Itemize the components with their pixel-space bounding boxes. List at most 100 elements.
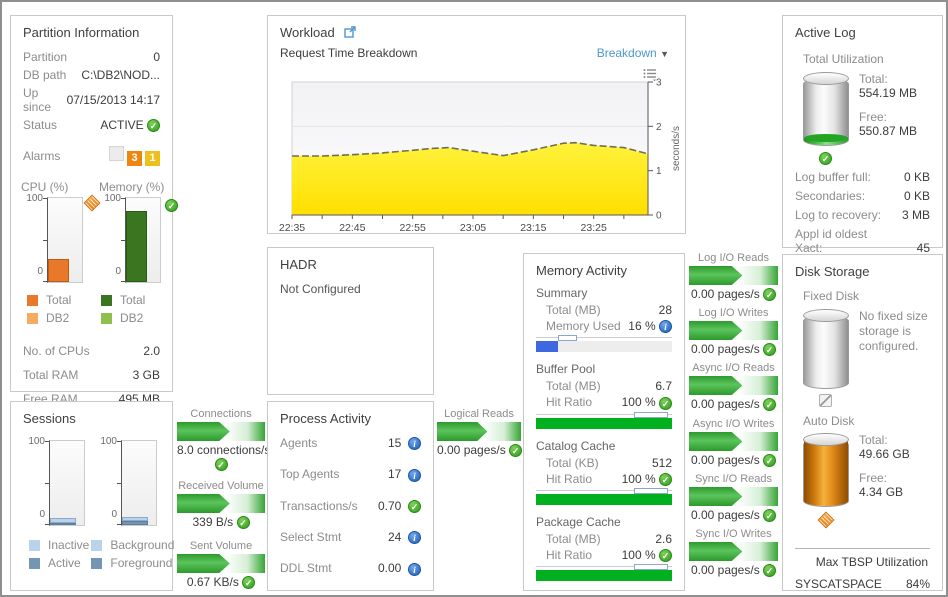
status-value: ACTIVE xyxy=(100,118,144,132)
process-activity-panel: Process Activity Agents 15 Top Agents 17 T… xyxy=(267,401,434,591)
ok-icon xyxy=(659,549,672,563)
alarm-warning-badge[interactable]: 3 xyxy=(127,151,142,167)
flow-logical-reads: Logical Reads 0.00 pages/s xyxy=(437,408,523,458)
svg-text:22:45: 22:45 xyxy=(339,222,365,234)
field-label: Partition xyxy=(23,50,68,64)
status-ok-icon xyxy=(147,119,160,133)
panel-title: Partition Information xyxy=(23,25,140,40)
flow-received-volume: Received Volume 339 B/s xyxy=(177,480,265,530)
flow-label: Log I/O Reads xyxy=(698,252,769,264)
flow-sync-io-writes: Sync I/O Writes 0.00 pages/s xyxy=(689,528,778,578)
flow-arrow-icon[interactable] xyxy=(177,494,265,513)
legend-swatch xyxy=(101,294,112,306)
ok-icon xyxy=(165,198,178,212)
row-value: 24 xyxy=(387,529,402,544)
external-link-icon[interactable] xyxy=(344,26,357,38)
row-label: Total (MB) xyxy=(546,531,601,546)
flow-arrow-icon[interactable] xyxy=(177,422,265,441)
flow-value: 8.0 connections/s xyxy=(177,443,271,457)
row-label: Total (KB) xyxy=(546,455,599,470)
info-icon[interactable] xyxy=(408,437,421,451)
flow-value: 0.00 pages/s xyxy=(690,342,760,356)
flow-arrow-icon[interactable] xyxy=(689,376,778,395)
total-value: 554.19 MB xyxy=(859,86,918,100)
svg-text:23:25: 23:25 xyxy=(581,222,607,234)
stat-value: 0 KB xyxy=(903,189,930,204)
svg-text:1: 1 xyxy=(656,166,662,177)
total-value: 49.66 GB xyxy=(859,447,910,461)
stat-value: 3 GB xyxy=(132,368,160,383)
foreground-bar xyxy=(122,520,148,525)
field-value: 07/15/2013 14:17 xyxy=(66,93,160,107)
svg-text:23:15: 23:15 xyxy=(520,222,546,234)
stat-value: 2.0 xyxy=(143,344,160,359)
stat-label: Total RAM xyxy=(23,368,79,383)
active-bar xyxy=(50,523,76,525)
chart-options-icon[interactable] xyxy=(643,68,659,81)
background-bar xyxy=(122,516,148,521)
flow-value: 0.00 pages/s xyxy=(690,397,760,411)
hadr-panel: HADR Not Configured xyxy=(267,247,434,395)
free-value: 4.34 GB xyxy=(859,485,904,499)
flow-value: 339 B/s xyxy=(192,515,234,529)
flow-arrow-icon[interactable] xyxy=(689,487,778,506)
svg-text:22:55: 22:55 xyxy=(400,222,426,234)
tbsp-value: 84% xyxy=(905,577,930,591)
info-icon[interactable] xyxy=(659,320,672,334)
flow-arrow-icon[interactable] xyxy=(177,554,265,573)
row-value: 28 xyxy=(658,303,672,317)
max-tbsp-heading: Max TBSP Utilization xyxy=(815,555,928,569)
alarm-clear-badge[interactable] xyxy=(109,146,124,162)
legend-label: Background xyxy=(110,538,175,552)
memory-gauge: Memory (%) 100 0 xyxy=(99,180,178,284)
info-icon[interactable] xyxy=(408,562,421,576)
ok-icon xyxy=(509,444,523,458)
flow-arrow-icon[interactable] xyxy=(689,321,778,340)
gauge-min: 0 xyxy=(111,509,117,520)
legend-swatch xyxy=(91,539,103,551)
row-value: 6.7 xyxy=(655,379,672,394)
active-log-panel: Active Log Total Utilization Total: 554.… xyxy=(782,15,943,255)
flow-arrow-icon[interactable] xyxy=(689,266,778,285)
gauge-max: 100 xyxy=(28,436,45,447)
alarms-label: Alarms xyxy=(23,149,61,164)
flow-sync-io-reads: Sync I/O Reads 0.00 pages/s xyxy=(689,473,778,523)
flow-arrow-icon[interactable] xyxy=(689,432,778,451)
flow-arrow-icon[interactable] xyxy=(689,542,778,561)
breakdown-label: Breakdown xyxy=(596,46,657,60)
info-icon[interactable] xyxy=(408,531,421,545)
free-label: Free: xyxy=(859,110,888,124)
legend-label: Total xyxy=(120,293,146,308)
stat-label: Log to recovery: xyxy=(795,208,882,223)
flow-label: Async I/O Writes xyxy=(692,418,775,430)
gauge-min: 0 xyxy=(115,266,121,278)
breakdown-dropdown[interactable]: Breakdown ▼ xyxy=(597,46,669,60)
free-value: 550.87 MB xyxy=(859,124,918,138)
gauge-min: 0 xyxy=(37,266,43,278)
ok-icon xyxy=(763,343,777,357)
no-storage-icon xyxy=(819,394,832,407)
info-icon[interactable] xyxy=(408,468,421,482)
cpu-gauge: CPU (%) 100 0 xyxy=(21,180,101,284)
row-label: Hit Ratio xyxy=(546,547,593,562)
ok-icon xyxy=(659,396,672,410)
svg-text:3: 3 xyxy=(656,78,662,89)
gauge-max: 100 xyxy=(104,193,121,205)
warning-icon xyxy=(83,194,101,212)
row-label: Agents xyxy=(280,436,318,451)
legend-swatch xyxy=(27,294,38,306)
svg-text:seconds/s: seconds/s xyxy=(671,126,682,171)
flow-label: Logical Reads xyxy=(444,408,514,420)
flow-label: Connections xyxy=(190,408,252,420)
row-value: 15 xyxy=(387,436,402,450)
svg-text:2: 2 xyxy=(656,122,662,133)
chart-subtitle: Request Time Breakdown xyxy=(280,46,418,60)
legend-swatch xyxy=(101,312,112,324)
alarm-caution-badge[interactable]: 1 xyxy=(145,151,160,167)
legend-swatch xyxy=(27,312,38,324)
section-heading: Package Cache xyxy=(536,514,621,529)
row-value: 0.00 xyxy=(377,561,402,576)
row-value: 17 xyxy=(387,467,402,482)
ok-icon xyxy=(763,288,777,302)
flow-arrow-icon[interactable] xyxy=(437,422,521,441)
